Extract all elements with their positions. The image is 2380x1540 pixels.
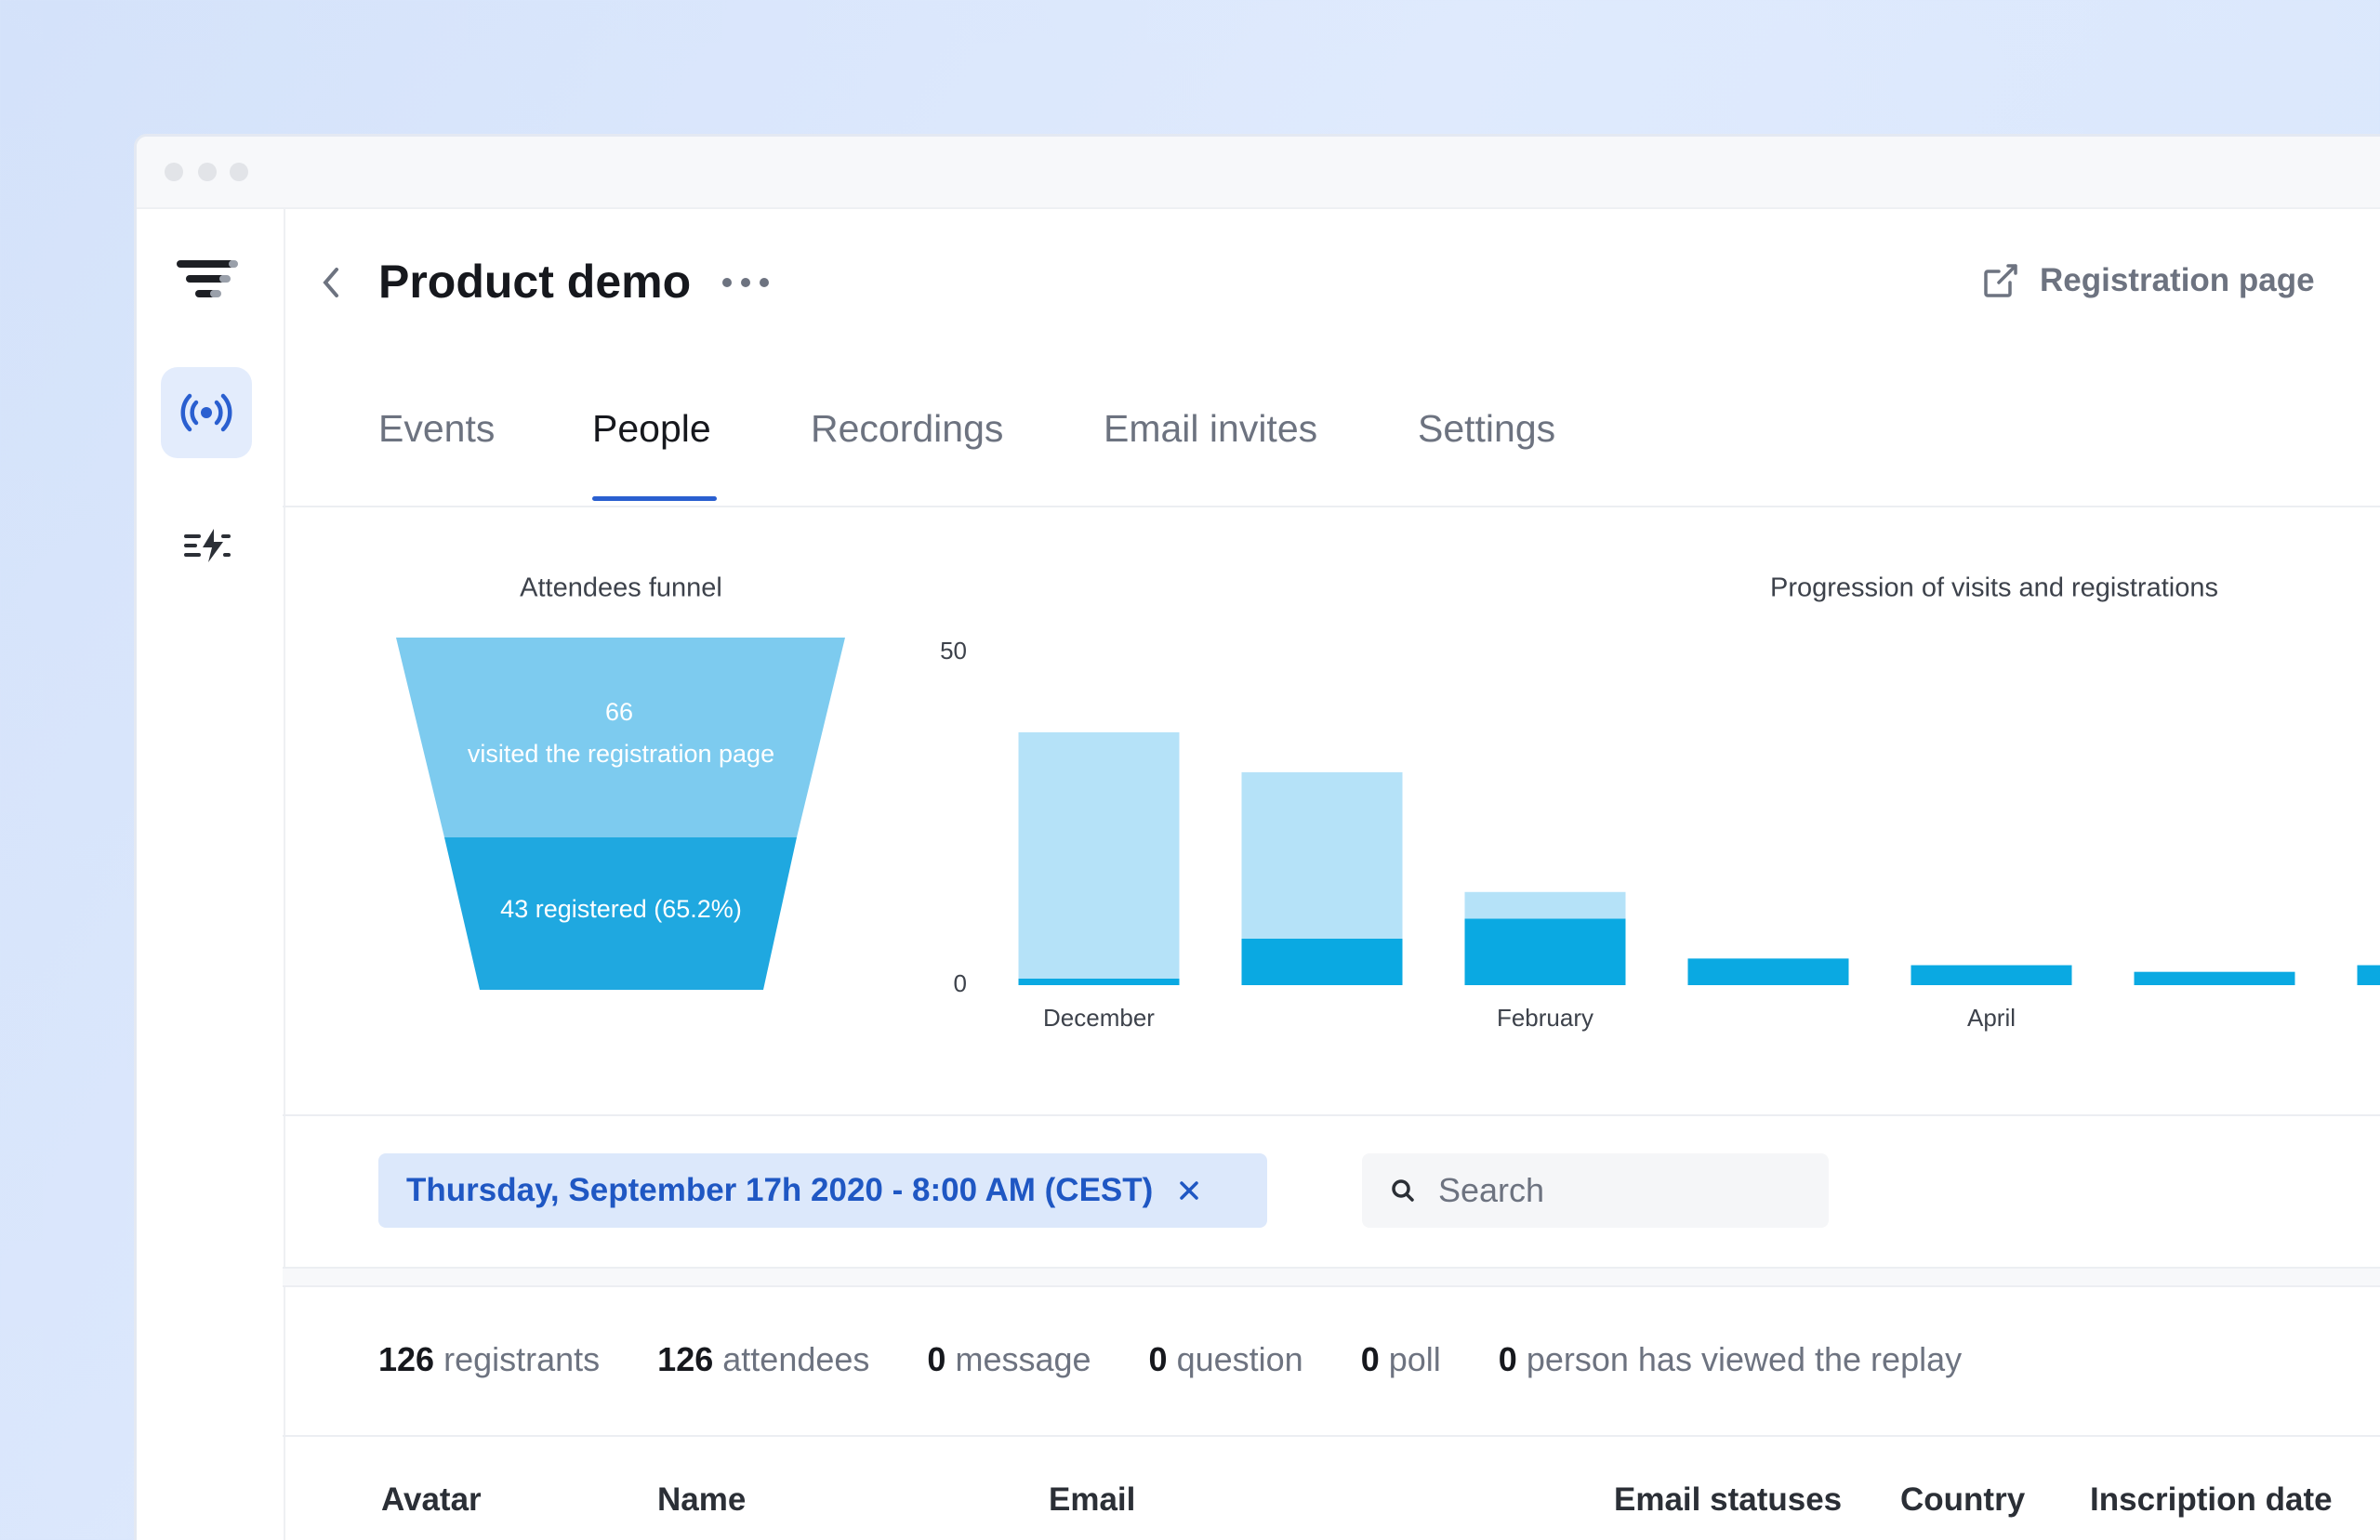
stat-count: 0 — [1498, 1340, 1517, 1378]
search-placeholder: Search — [1438, 1171, 1545, 1209]
divider — [283, 506, 2380, 507]
search-icon — [1392, 1179, 1414, 1202]
x-tick-label: February — [1497, 1004, 1593, 1032]
section-gap — [283, 1267, 2380, 1287]
y-tick-label: 50 — [940, 637, 967, 665]
bar-segment — [1464, 918, 1626, 985]
window-dot — [165, 163, 183, 181]
tab[interactable]: People — [592, 407, 711, 450]
stat-label: message — [955, 1340, 1091, 1378]
bar-segment — [2357, 965, 2380, 985]
date-filter[interactable]: Thursday, September 17h 2020 - 8:00 AM (… — [378, 1153, 1267, 1228]
link-label: Registration page — [2040, 262, 2315, 298]
registration-link[interactable]: Registration page — [1980, 260, 2315, 301]
window-dot — [230, 163, 248, 181]
bar-segment — [1911, 965, 2072, 985]
stat: 126 attendees — [657, 1340, 869, 1379]
nav-automation[interactable] — [182, 525, 232, 566]
funnel-value: 66 — [605, 698, 633, 726]
tab[interactable]: Events — [378, 407, 496, 450]
nav-live[interactable] — [161, 367, 252, 458]
stat: 126 registrants — [378, 1340, 600, 1379]
x-tick-label: April — [1967, 1004, 2016, 1032]
back-button[interactable] — [316, 264, 348, 301]
funnel-title: Attendees funnel — [520, 573, 722, 603]
logo[interactable] — [167, 251, 251, 316]
stats: 126 registrants 126 attendees 0 message 0 q… — [378, 1340, 1962, 1379]
stat-count: 126 — [657, 1340, 714, 1378]
title-bar — [137, 137, 2380, 209]
column-header[interactable]: Inscription date — [2090, 1481, 2333, 1518]
sidebar — [137, 209, 285, 1540]
stat-label: question — [1176, 1340, 1303, 1378]
stat-label: person has viewed the replay — [1526, 1340, 1963, 1378]
stat-count: 0 — [1360, 1340, 1380, 1378]
column-header[interactable]: Country — [1900, 1481, 2026, 1518]
tab[interactable]: Email invites — [1104, 407, 1318, 450]
stat-count: 126 — [378, 1340, 435, 1378]
page-title: Product demo — [378, 256, 692, 308]
tab[interactable]: Recordings — [811, 407, 1004, 450]
funnel-stage — [396, 638, 845, 837]
column-header[interactable]: Name — [657, 1481, 747, 1518]
bar-segment — [1241, 771, 1403, 939]
divider — [283, 1114, 2380, 1116]
stat: 0 person has viewed the replay — [1499, 1340, 1962, 1379]
bar-segment — [1018, 978, 1180, 985]
stat-count: 0 — [927, 1340, 946, 1378]
external-link-icon — [1984, 264, 2017, 297]
x-tick-label: December — [1043, 1004, 1155, 1032]
stat-label: registrants — [443, 1340, 601, 1378]
funnel-label: 43 registered (65.2%) — [500, 895, 742, 923]
y-tick-label: 0 — [954, 969, 967, 997]
funnel-stage — [444, 837, 797, 990]
tab-underline — [592, 496, 717, 501]
filter-label: Thursday, September 17h 2020 - 8:00 AM (… — [406, 1172, 1154, 1208]
bar-segment — [1018, 731, 1180, 979]
bar-segment — [1464, 891, 1626, 919]
stat: 0 message — [927, 1340, 1091, 1379]
stat: 0 question — [1149, 1340, 1303, 1379]
chart-title: Progression of visits and registrations — [1770, 573, 2218, 603]
column-header[interactable]: Avatar — [381, 1481, 482, 1518]
stat: 0 poll — [1361, 1340, 1441, 1379]
divider — [283, 1435, 2380, 1437]
tab[interactable]: Settings — [1418, 407, 1556, 450]
live-icon — [180, 393, 232, 432]
stat-label: attendees — [722, 1340, 870, 1378]
table-header: Avatar Name Email Email statuses Country Insc… — [0, 1481, 2380, 1522]
bar-segment — [1241, 938, 1403, 985]
charts: Attendees funnel 66 visited the registra… — [396, 573, 2380, 1032]
search-box[interactable]: Search — [1362, 1153, 1829, 1228]
column-header[interactable]: Email statuses — [1614, 1481, 1843, 1518]
bar-segment — [1687, 958, 1849, 985]
funnel-label: visited the registration page — [468, 740, 774, 768]
remove-filter[interactable] — [1179, 1180, 1199, 1201]
window-dot — [198, 163, 217, 181]
stat-label: poll — [1388, 1340, 1441, 1378]
column-header[interactable]: Email — [1049, 1481, 1136, 1518]
stat-count: 0 — [1148, 1340, 1168, 1378]
bar-segment — [2134, 971, 2295, 985]
more-menu[interactable] — [720, 271, 772, 294]
